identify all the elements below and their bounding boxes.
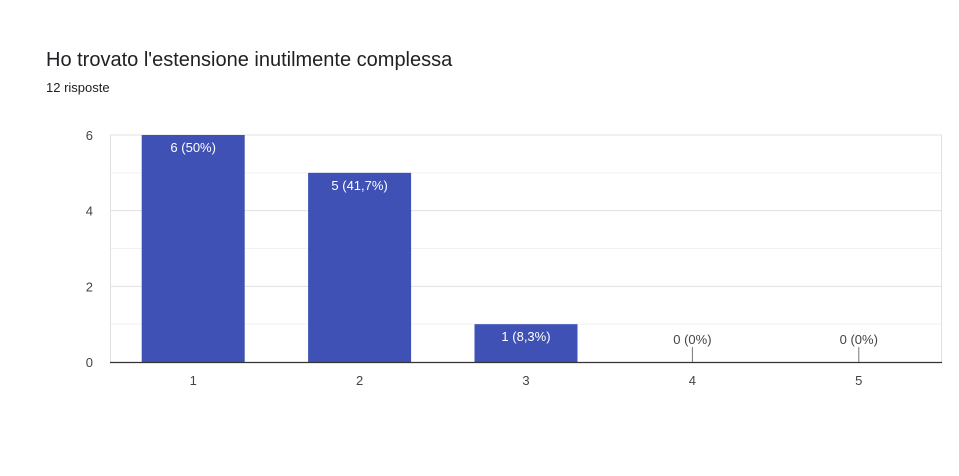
y-tick-label: 2 — [86, 279, 93, 294]
data-labels: 6 (50%) 5 (41,7%) 1 (8,3%) 0 (0%) 0 (0%) — [170, 140, 878, 347]
x-tick-label: 3 — [522, 373, 529, 388]
data-label: 6 (50%) — [170, 140, 216, 155]
bar-3[interactable] — [474, 324, 578, 362]
data-label: 5 (41,7%) — [331, 178, 387, 193]
bar-1[interactable] — [141, 135, 245, 362]
y-tick-label: 6 — [86, 128, 93, 143]
data-label: 0 (0%) — [673, 332, 711, 347]
x-tick-label: 1 — [190, 373, 197, 388]
bar-2[interactable] — [308, 172, 412, 362]
grid-lines — [110, 134, 942, 362]
bars — [141, 135, 860, 362]
x-tick-label: 5 — [855, 373, 862, 388]
response-count: 12 risposte — [46, 80, 110, 95]
x-tick-label: 2 — [356, 373, 363, 388]
x-tick-label: 4 — [689, 373, 696, 388]
data-label: 0 (0%) — [840, 332, 878, 347]
y-tick-label: 0 — [86, 355, 93, 370]
question-title: Ho trovato l'estensione inutilmente comp… — [46, 49, 453, 71]
data-label: 1 (8,3%) — [501, 329, 550, 344]
y-tick-label: 4 — [86, 204, 93, 219]
axes: 0 2 4 6 1 2 3 4 5 — [86, 128, 942, 388]
